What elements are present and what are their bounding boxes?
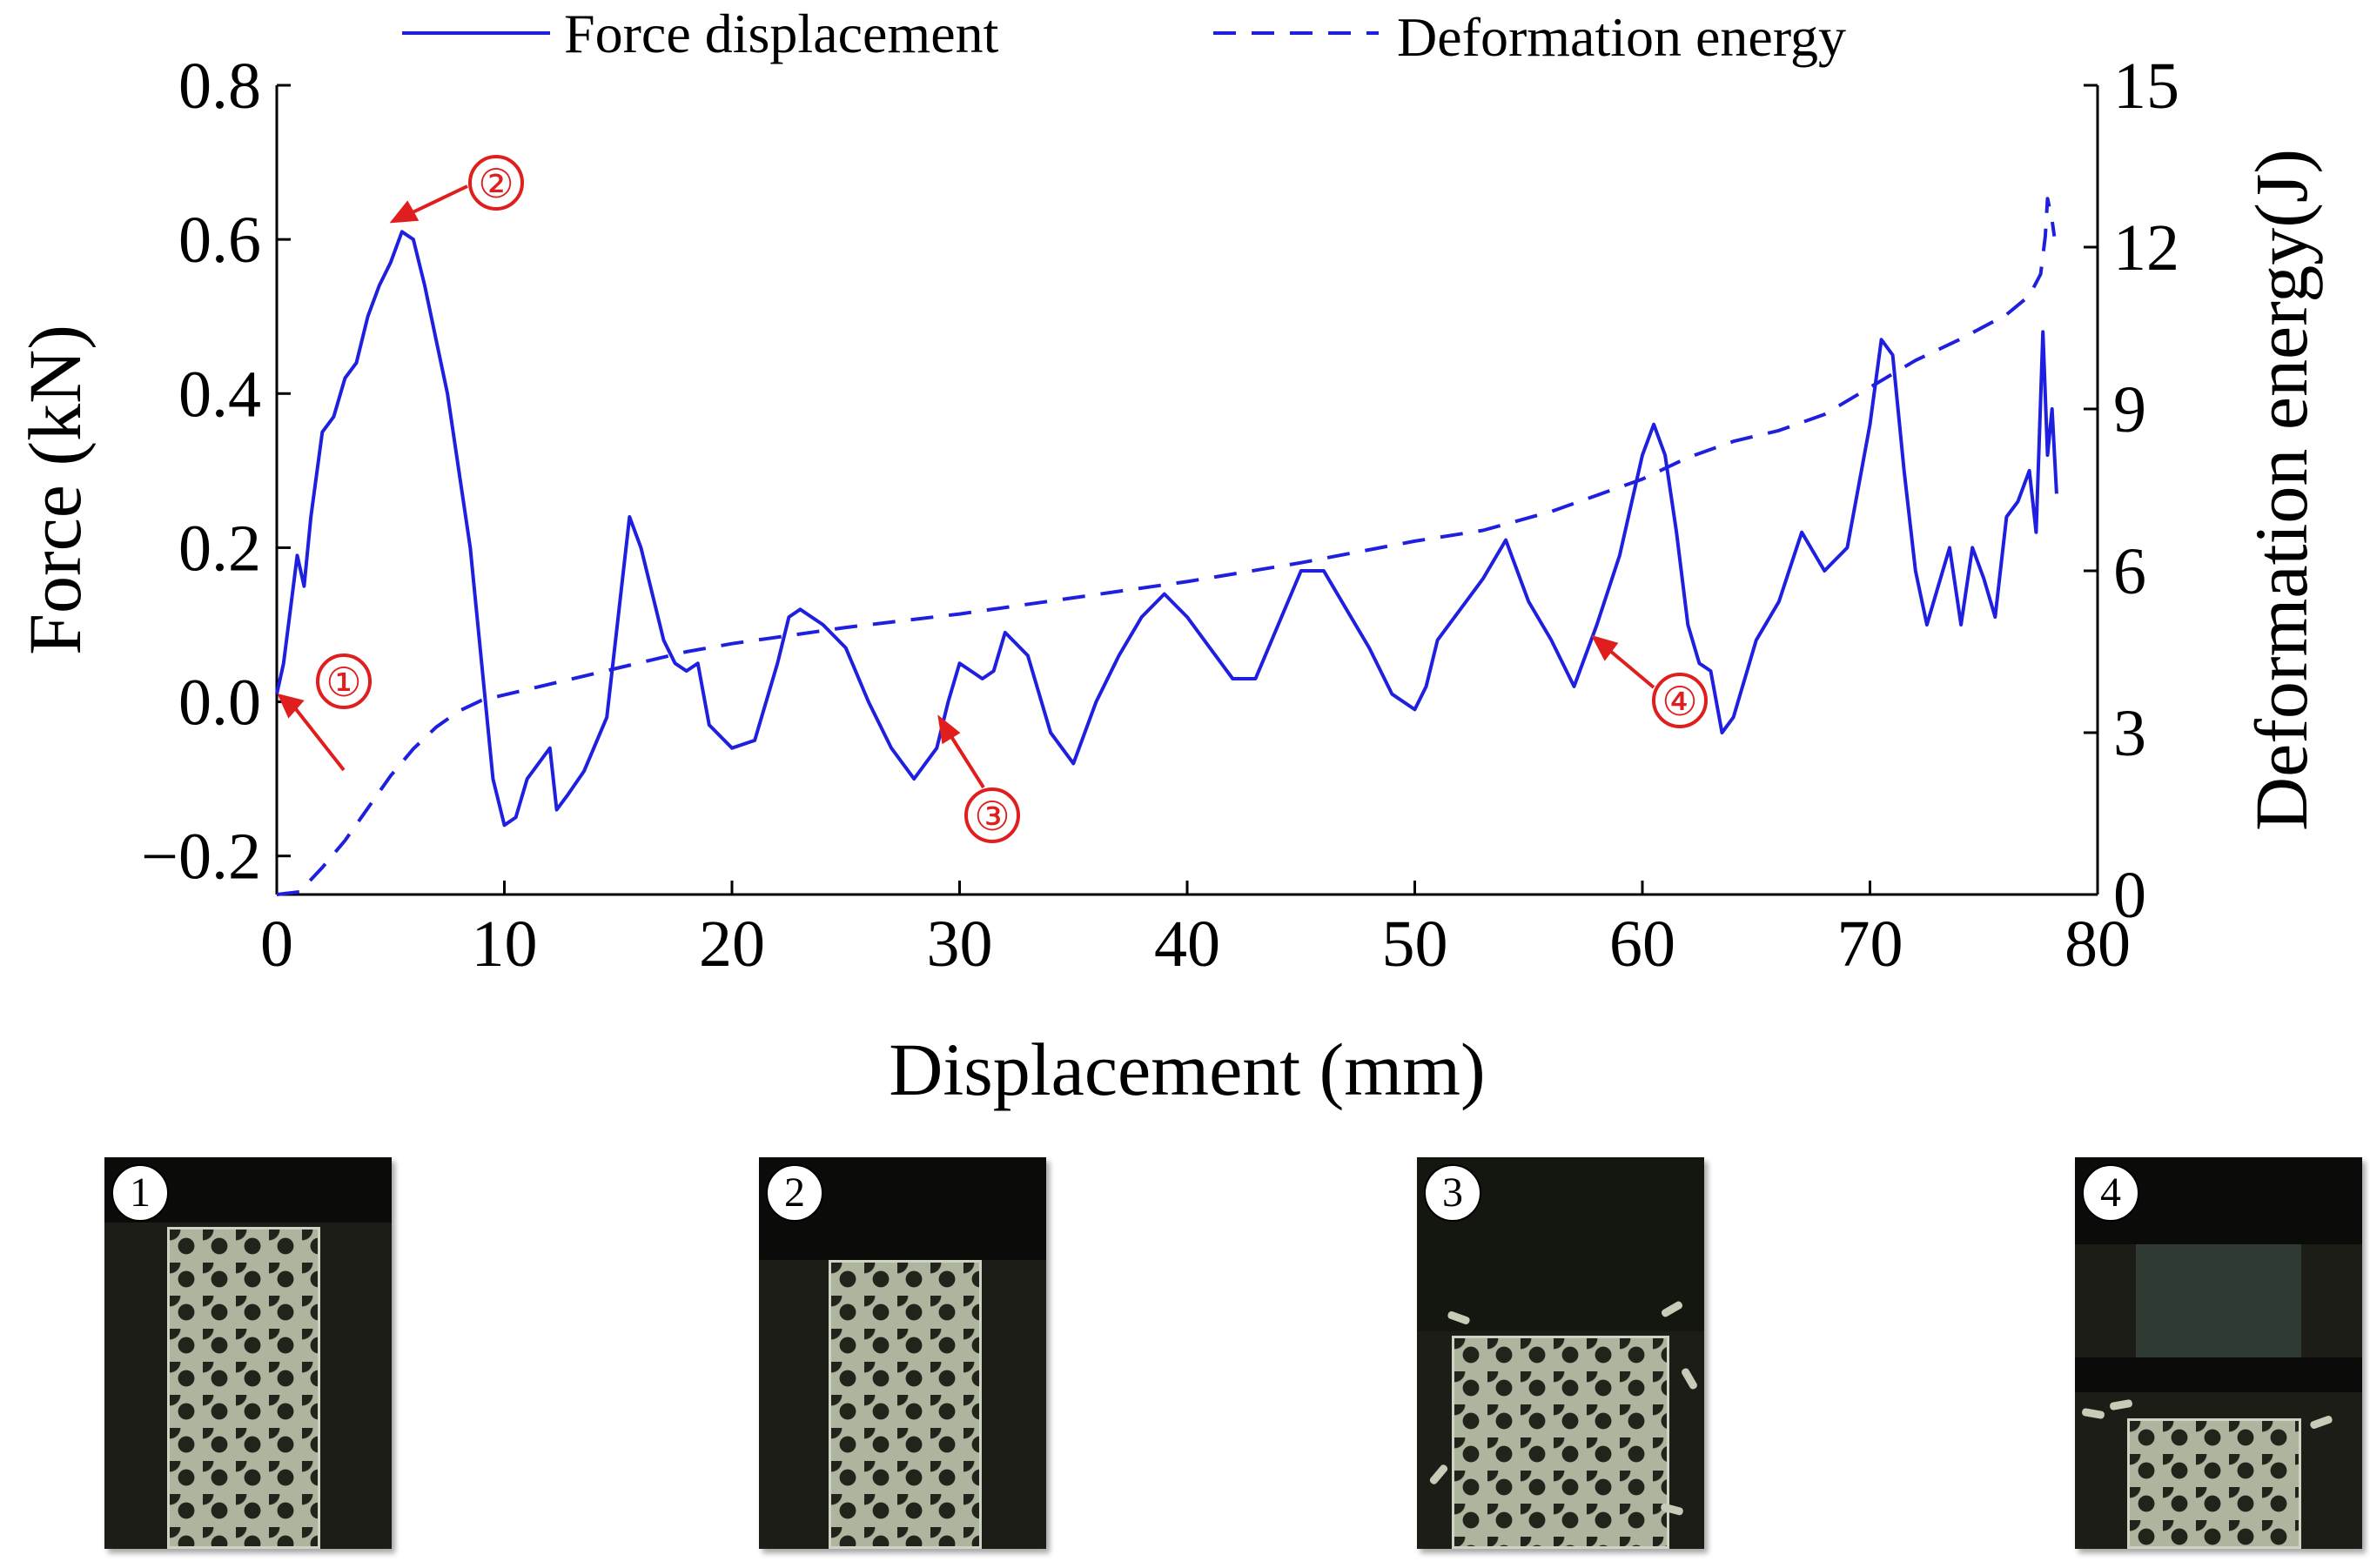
legend-label-energy: Deformation energy (1397, 6, 1846, 68)
annotation-4: ④ (1591, 634, 1708, 728)
photo-4: 4 (2075, 1157, 2362, 1549)
x-tick-label: 60 (1609, 908, 1675, 981)
lattice-sample (2127, 1418, 2301, 1549)
annotation-1-label: ① (326, 660, 361, 705)
annotation-1: ① (277, 653, 372, 772)
plot-area: 0 10 20 30 40 50 60 70 80 −0.2 0.0 0.2 0.4 0.6 0.8 0 3 6 9… (141, 50, 2179, 981)
y-right-tick-label: 3 (2113, 697, 2146, 770)
photo-badge-4: 4 (2082, 1164, 2139, 1222)
x-tick-label: 70 (1837, 908, 1903, 981)
y-left-tick-label: 0.6 (178, 204, 261, 277)
x-tick-label: 20 (699, 908, 765, 981)
y-right-tick-label: 15 (2113, 50, 2179, 123)
photo-2: 2 (759, 1157, 1046, 1549)
annotation-4-label: ④ (1662, 680, 1697, 724)
annotation-2-label: ② (478, 162, 514, 206)
x-axis-label: Displacement (mm) (889, 1028, 1485, 1111)
y-axis-left-label: Force (kN) (13, 325, 97, 655)
y-left-tick-label: 0.8 (178, 50, 261, 123)
annotation-2: ② (389, 155, 524, 224)
x-tick-label: 80 (2065, 908, 2131, 981)
photo-1: 1 (104, 1157, 392, 1549)
y-left-tick-label: 0.4 (178, 358, 261, 431)
y-right-tick-label: 9 (2113, 373, 2146, 446)
x-tick-label: 30 (927, 908, 993, 981)
y-left-tick-label: 0.0 (178, 667, 261, 740)
annotations: ① ② ③ ④ (277, 155, 1708, 843)
annotation-3-label: ③ (974, 794, 1010, 839)
lattice-sample (167, 1227, 320, 1549)
photo-badge-3: 3 (1424, 1164, 1481, 1222)
y-axis-right-label: Deformation energy(J) (2239, 149, 2323, 831)
y-right-tick-label: 0 (2113, 859, 2146, 932)
x-tick-label: 10 (472, 908, 538, 981)
ticks: 0 10 20 30 40 50 60 70 80 −0.2 0.0 0.2 0.4 0.6 0.8 0 3 6 9… (141, 50, 2179, 981)
series-layer (275, 197, 2058, 896)
series-line-deformation-energy (276, 197, 2057, 896)
lattice-sample (1452, 1336, 1669, 1549)
legend: Force displacement Deformation energy (402, 3, 1846, 68)
y-right-tick-label: 12 (2113, 211, 2179, 285)
annotation-3: ③ (937, 714, 1020, 843)
y-right-tick-label: 6 (2113, 535, 2146, 608)
x-tick-label: 50 (1382, 908, 1448, 981)
photo-badge-1: 1 (111, 1164, 169, 1222)
x-tick-label: 40 (1154, 908, 1220, 981)
series-line-force-displacement (275, 230, 2058, 828)
x-tick-label: 0 (260, 908, 293, 981)
photo-3: 3 (1417, 1157, 1704, 1549)
y-left-tick-label: −0.2 (141, 821, 261, 894)
photo-badge-2: 2 (766, 1164, 823, 1222)
legend-label-force: Force displacement (564, 3, 999, 64)
y-left-tick-label: 0.2 (178, 512, 261, 585)
lattice-sample (829, 1260, 982, 1549)
